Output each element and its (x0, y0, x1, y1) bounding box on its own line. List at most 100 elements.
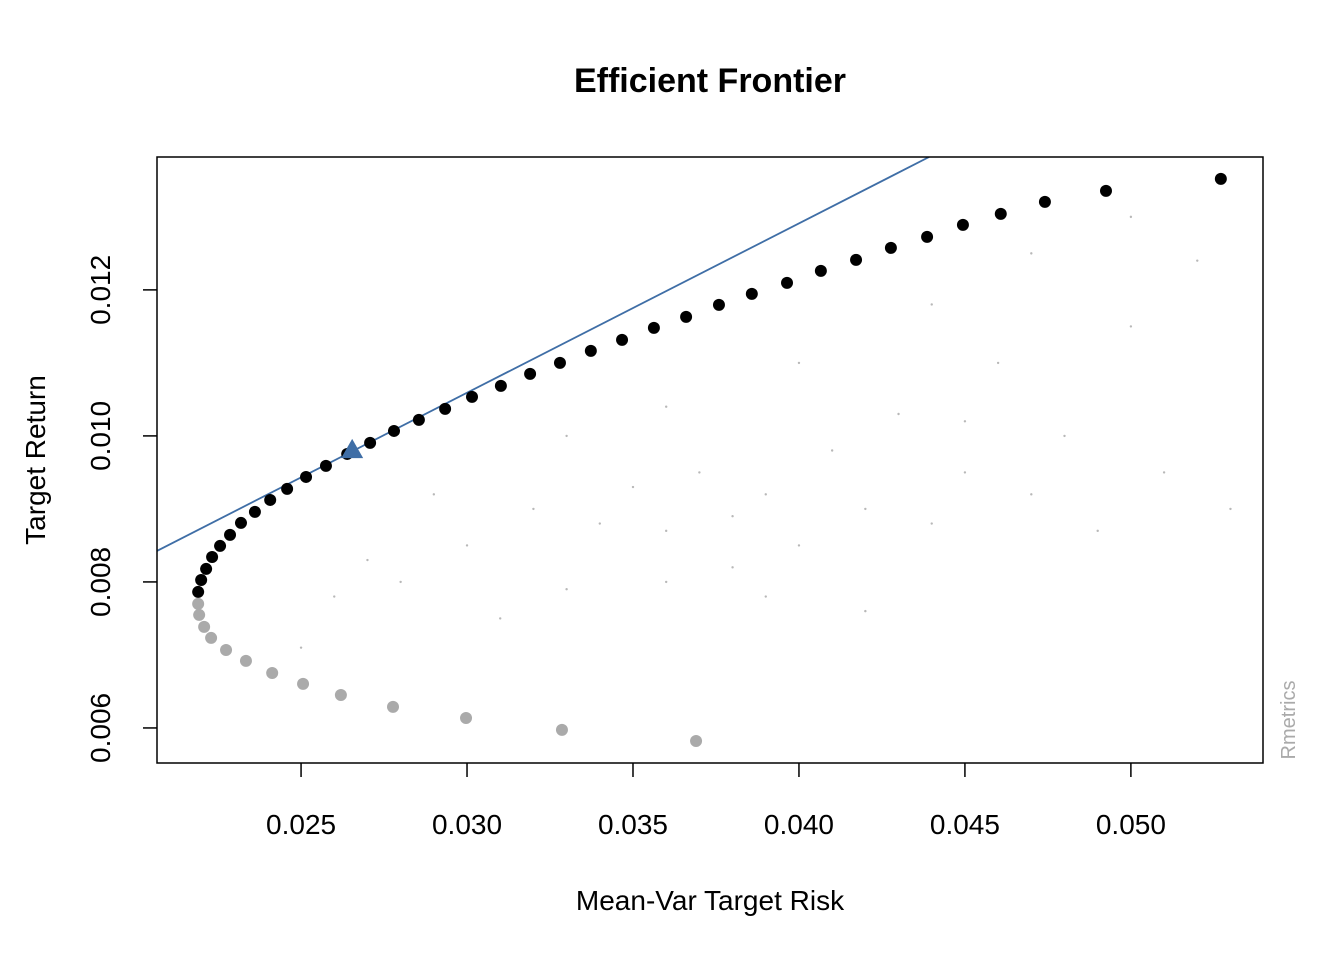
point (1038, 195, 1051, 208)
point (616, 333, 629, 346)
plot-area (157, 157, 1232, 747)
point (797, 361, 801, 365)
point (850, 253, 863, 266)
point (764, 493, 767, 496)
point (897, 412, 900, 416)
point (884, 241, 897, 254)
point (1099, 184, 1112, 197)
point (214, 539, 227, 552)
point (192, 597, 205, 610)
point (399, 580, 402, 584)
point (264, 493, 277, 506)
point (1030, 252, 1033, 255)
point (963, 471, 967, 474)
point (1063, 434, 1066, 438)
point (281, 482, 294, 495)
point (334, 688, 347, 701)
point (555, 723, 568, 736)
tangency-point (341, 438, 364, 459)
watermark: Rmetrics (1278, 681, 1300, 760)
point (499, 617, 502, 620)
point (224, 528, 237, 541)
tangent-line (157, 157, 930, 552)
point (963, 420, 967, 423)
point (205, 631, 218, 644)
x-axis-label: Mean-Var Target Risk (576, 885, 845, 916)
point (460, 711, 473, 724)
point (598, 522, 601, 525)
point (466, 390, 479, 403)
point (631, 485, 635, 489)
point (664, 580, 668, 584)
point (864, 609, 867, 613)
point (731, 566, 734, 569)
point (200, 562, 213, 575)
point (664, 405, 668, 408)
point (266, 666, 279, 679)
point (1096, 529, 1099, 533)
point (239, 654, 252, 667)
x-tick-label: 0.050 (1096, 809, 1166, 840)
point (494, 379, 507, 392)
point (319, 459, 332, 472)
point (698, 471, 701, 474)
point (565, 588, 568, 591)
point (465, 544, 469, 547)
point (198, 620, 211, 633)
point (690, 734, 703, 747)
point (745, 287, 758, 300)
point (532, 507, 535, 511)
point (192, 585, 205, 598)
x-tick-label: 0.045 (930, 809, 1000, 840)
point (864, 507, 867, 511)
point (565, 434, 568, 438)
y-tick-label: 0.010 (85, 401, 116, 471)
point (781, 276, 794, 289)
y-tick-label: 0.012 (85, 255, 116, 325)
point (994, 207, 1007, 220)
y-tick-label: 0.006 (85, 693, 116, 763)
point (234, 516, 247, 529)
point (299, 646, 303, 649)
point (439, 402, 452, 415)
chart-title: Efficient Frontier (574, 62, 846, 100)
point (930, 522, 933, 525)
point (297, 677, 310, 690)
point (1030, 493, 1033, 496)
point (1129, 325, 1133, 328)
point (921, 230, 934, 243)
point (996, 361, 1000, 365)
plot-frame (156, 156, 1264, 764)
y-axis-label: Target Return (20, 375, 51, 545)
point (584, 344, 597, 357)
point (956, 218, 969, 231)
x-tick-label: 0.030 (432, 809, 502, 840)
point (712, 298, 725, 311)
point (366, 558, 369, 562)
point (797, 544, 801, 547)
point (647, 321, 660, 334)
point (195, 573, 208, 586)
point (731, 515, 734, 518)
point (524, 367, 537, 380)
point (220, 643, 233, 656)
point (930, 303, 933, 306)
point (1162, 471, 1166, 474)
point (830, 449, 834, 452)
point (1129, 215, 1133, 219)
point (333, 595, 336, 598)
point (432, 493, 436, 496)
point (814, 264, 827, 277)
x-tick-label: 0.035 (598, 809, 668, 840)
point (364, 436, 377, 449)
y-tick-label: 0.008 (85, 547, 116, 617)
point (387, 700, 400, 713)
point (248, 505, 261, 518)
point (388, 424, 400, 437)
point (412, 413, 425, 426)
point (680, 310, 693, 323)
point (1196, 259, 1199, 262)
point (193, 608, 206, 621)
